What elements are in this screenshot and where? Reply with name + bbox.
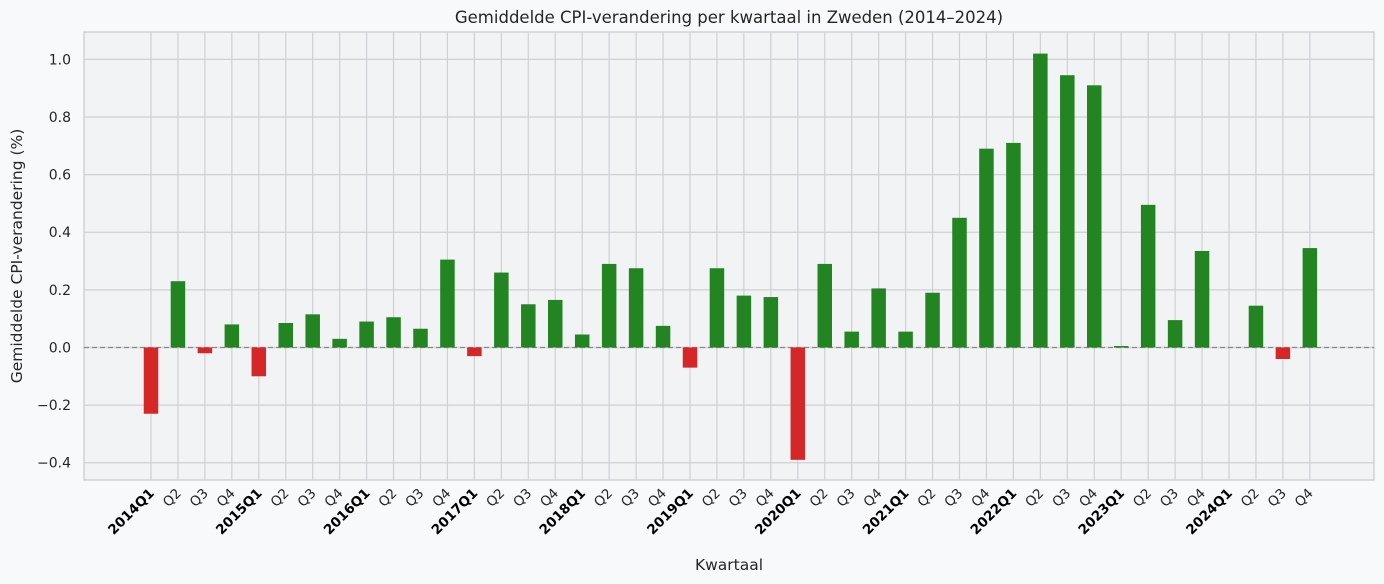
x-tick-label: Q2: [699, 486, 724, 511]
y-tick-label: 0.2: [49, 283, 71, 299]
bar: [386, 317, 401, 348]
bar: [628, 268, 644, 348]
bar: [709, 268, 725, 348]
bar: [224, 324, 240, 348]
bar: [1113, 346, 1129, 348]
bar: [655, 325, 671, 348]
x-tick-label: 2014Q1: [105, 486, 158, 539]
x-tick-label: Q2: [1130, 486, 1155, 511]
y-tick-labels: −0.4 −0.2 0.0 0.2 0.4 0.6 0.8 1.0: [37, 52, 71, 471]
bar: [817, 263, 832, 348]
x-tick-label: Q2: [483, 486, 508, 511]
bar: [1087, 85, 1102, 348]
x-tick-label: Q3: [402, 486, 427, 511]
x-tick-label: Q3: [834, 486, 859, 511]
x-tick-label: Q2: [914, 486, 939, 511]
bar: [763, 297, 779, 348]
chart-title: Gemiddelde CPI-verandering per kwartaal …: [455, 8, 1003, 27]
x-tick-label: Q3: [1265, 486, 1290, 511]
y-tick-label: 1.0: [49, 52, 71, 68]
bar: [440, 259, 455, 348]
y-tick-label: 0.6: [49, 168, 71, 184]
y-axis-label: Gemiddelde CPI-verandering (%): [8, 129, 26, 384]
bar: [1006, 142, 1021, 348]
bar: [925, 292, 940, 348]
bar: [170, 281, 186, 348]
y-tick-label: 0.0: [49, 340, 71, 356]
gridlines: [84, 32, 1374, 480]
bar: [1140, 204, 1156, 348]
x-axis-label: Kwartaal: [695, 556, 763, 574]
bar: [1194, 250, 1210, 348]
bar: [251, 347, 267, 377]
bar: [197, 347, 213, 354]
x-tick-label: Q2: [1238, 486, 1263, 511]
x-tick-label: Q4: [1292, 486, 1317, 511]
y-tick-label: −0.4: [37, 456, 71, 472]
x-tick-label: Q3: [1049, 486, 1074, 511]
x-tick-label: Q3: [726, 486, 751, 511]
bars: [143, 53, 1318, 460]
bar: [278, 322, 293, 348]
x-tick-label: Q2: [807, 486, 832, 511]
x-tick-label: Q2: [591, 486, 616, 511]
bar: [1033, 53, 1048, 348]
bar: [332, 338, 347, 348]
x-tick-label: Q2: [375, 486, 400, 511]
bar: [494, 272, 509, 348]
bar: [898, 331, 913, 348]
bar: [871, 288, 886, 348]
bar: [736, 295, 752, 348]
bar: [790, 347, 806, 460]
x-tick-label: Q3: [187, 486, 212, 511]
x-tick-label: Q3: [295, 486, 320, 511]
bar: [844, 331, 859, 348]
x-tick-label: Q3: [618, 486, 643, 511]
x-tick-label: Q3: [1157, 486, 1182, 511]
bar: [1060, 75, 1075, 348]
x-tick-label: Q2: [268, 486, 293, 511]
y-tick-label: 0.8: [49, 110, 71, 126]
plot-area: [83, 31, 1375, 481]
y-tick-label: −0.2: [37, 398, 71, 414]
bar: [979, 148, 994, 348]
x-tick-label: Q3: [941, 486, 966, 511]
x-tick-label: Q2: [1022, 486, 1047, 511]
x-tick-label: Q2: [160, 486, 185, 511]
bar: [1248, 305, 1264, 348]
bar: [1275, 347, 1291, 359]
bar: [521, 304, 536, 348]
bar: [359, 321, 374, 348]
bar: [548, 299, 563, 348]
bar: [952, 217, 967, 348]
bar: [1302, 248, 1318, 348]
bar: [413, 328, 428, 348]
bar: [574, 334, 590, 348]
y-tick-label: 0.4: [49, 225, 71, 241]
bar: [467, 347, 482, 357]
bar: [143, 347, 159, 414]
bar: [601, 263, 617, 348]
bar: [682, 347, 698, 368]
bar: [1167, 320, 1183, 348]
x-tick-label: Q3: [510, 486, 535, 511]
bar: [305, 314, 320, 348]
